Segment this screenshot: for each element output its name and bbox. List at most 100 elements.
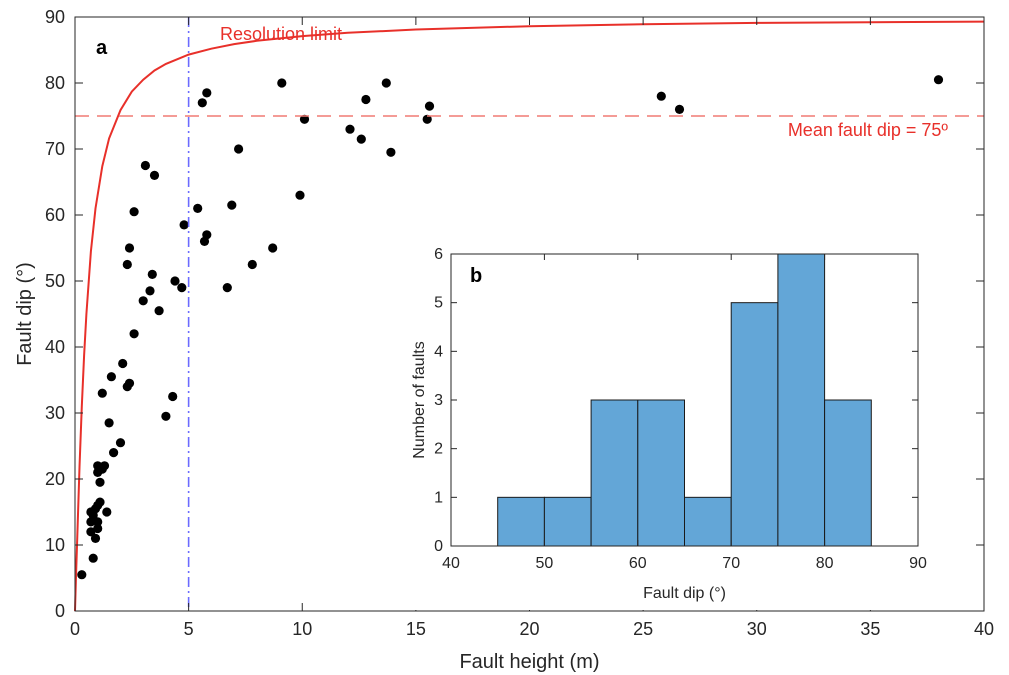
data-point xyxy=(202,230,212,240)
data-point xyxy=(99,461,110,471)
data-point xyxy=(129,329,139,339)
data-point xyxy=(345,124,355,134)
x-tick-label: 30 xyxy=(747,619,767,639)
data-point xyxy=(109,448,119,458)
data-point xyxy=(197,98,207,108)
inset-y-tick-label: 0 xyxy=(434,538,443,555)
x-tick-label: 0 xyxy=(70,619,80,639)
data-point xyxy=(95,497,105,507)
data-point xyxy=(422,114,432,124)
inset-y-axis-label: Number of faults xyxy=(411,341,428,458)
data-point xyxy=(179,220,189,230)
data-point xyxy=(656,91,666,101)
histogram-bar xyxy=(637,399,685,547)
panel-label-b: b xyxy=(470,265,482,287)
inset-x-tick-label: 40 xyxy=(442,555,460,572)
inset-y-tick-label: 6 xyxy=(434,246,443,263)
inset-y-tick-label: 1 xyxy=(434,489,443,506)
data-point xyxy=(386,147,396,157)
data-point xyxy=(122,259,132,270)
data-point xyxy=(104,418,114,428)
data-point xyxy=(674,104,685,114)
data-point xyxy=(145,286,155,296)
data-point xyxy=(295,190,305,200)
data-point xyxy=(222,283,232,293)
data-point xyxy=(86,527,96,537)
data-point xyxy=(115,438,126,448)
data-point xyxy=(168,391,178,402)
x-tick-label: 5 xyxy=(184,619,194,639)
data-point xyxy=(140,160,150,171)
panel-b: 40 50 60 70 80 90 0 1 2 3 4 5 6 b Fault dip (°) Num… xyxy=(395,240,935,610)
data-point xyxy=(268,243,278,253)
data-point xyxy=(227,200,237,210)
data-point xyxy=(95,477,105,487)
data-point xyxy=(147,269,157,279)
inset-y-tick-label: 2 xyxy=(434,441,443,458)
data-point xyxy=(356,134,366,144)
data-point xyxy=(161,411,171,421)
data-point xyxy=(170,276,180,286)
x-tick-label: 20 xyxy=(519,619,539,639)
histogram-bar xyxy=(497,496,545,547)
x-tick-label: 10 xyxy=(292,619,312,639)
y-tick-label: 80 xyxy=(45,73,65,93)
data-point xyxy=(933,75,944,85)
panel-label-a: a xyxy=(96,37,108,59)
histogram-bars xyxy=(497,253,872,547)
inset-x-axis-ticks: 40 50 60 70 80 90 xyxy=(442,254,927,572)
inset-y-tick-label: 3 xyxy=(434,392,443,409)
y-tick-label: 10 xyxy=(45,535,65,555)
data-point xyxy=(118,358,128,369)
inset-x-tick-label: 60 xyxy=(629,555,647,572)
histogram-bar xyxy=(777,253,826,547)
resolution-limit-curve xyxy=(74,20,985,612)
data-point xyxy=(90,533,101,544)
x-axis-ticks: 0 5 10 15 20 25 30 35 40 xyxy=(70,17,994,639)
data-point xyxy=(247,259,257,270)
data-point xyxy=(299,114,310,124)
data-point xyxy=(106,372,116,382)
y-tick-label: 60 xyxy=(45,205,65,225)
x-tick-label: 35 xyxy=(860,619,880,639)
y-tick-label: 40 xyxy=(45,337,65,357)
data-point xyxy=(154,306,164,316)
data-point xyxy=(138,296,148,306)
histogram-bar xyxy=(730,302,779,547)
x-tick-label: 25 xyxy=(633,619,653,639)
data-point xyxy=(93,523,103,534)
y-tick-label: 90 xyxy=(45,7,65,27)
y-axis-label: Fault dip (°) xyxy=(14,262,36,366)
data-point xyxy=(177,283,187,293)
data-point xyxy=(93,461,103,471)
inset-x-tick-label: 80 xyxy=(816,555,834,572)
y-tick-label: 0 xyxy=(55,601,65,621)
x-tick-label: 15 xyxy=(406,619,426,639)
y-tick-label: 30 xyxy=(45,403,65,423)
inset-y-tick-label: 5 xyxy=(434,295,443,312)
data-point xyxy=(129,207,139,217)
y-tick-label: 70 xyxy=(45,139,65,159)
y-tick-label: 50 xyxy=(45,271,65,291)
data-point xyxy=(93,517,103,527)
histogram-bar xyxy=(824,399,872,547)
data-point xyxy=(381,78,391,88)
y-tick-label: 20 xyxy=(45,469,65,489)
data-point xyxy=(202,88,212,98)
data-point xyxy=(97,388,107,398)
data-point xyxy=(124,378,135,388)
inset-x-tick-label: 90 xyxy=(909,555,927,572)
data-point xyxy=(277,78,287,88)
resolution-limit-label: Resolution limit xyxy=(220,24,342,44)
inset-x-tick-label: 50 xyxy=(536,555,554,572)
histogram-bar xyxy=(590,399,639,547)
inset-x-tick-label: 70 xyxy=(722,555,740,572)
histogram-bar xyxy=(684,496,732,547)
data-point xyxy=(77,570,87,580)
data-point xyxy=(361,94,371,105)
x-tick-label: 40 xyxy=(974,619,994,639)
inset-x-axis-label: Fault dip (°) xyxy=(643,585,726,602)
